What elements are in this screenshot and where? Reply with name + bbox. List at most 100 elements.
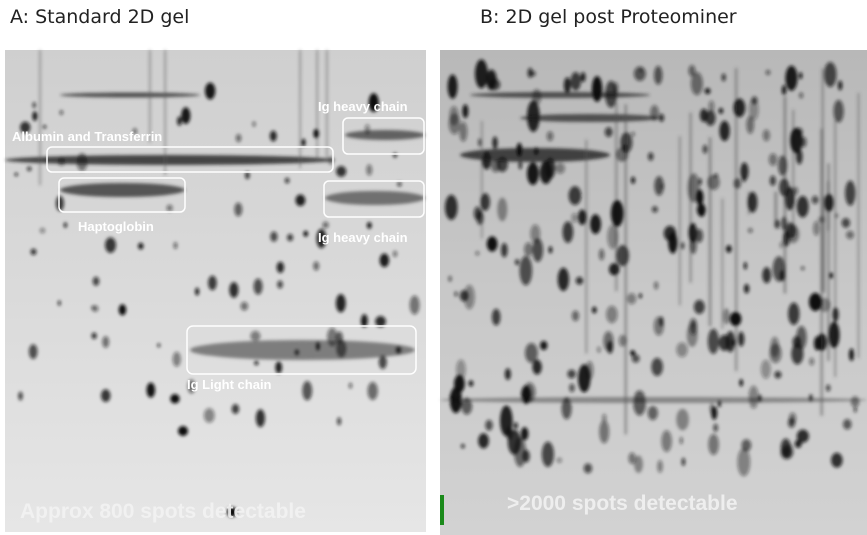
- gel-spot: [833, 99, 844, 123]
- gel-spot: [208, 275, 217, 291]
- annotation: Albumin and Transferrin: [12, 129, 162, 144]
- gel-spot: [486, 236, 498, 252]
- gel-spot: [322, 221, 329, 229]
- gel-spot: [780, 216, 788, 231]
- gel-spot: [14, 172, 19, 177]
- gel-spot: [788, 302, 800, 326]
- gel-spot: [526, 100, 540, 132]
- gel-spot: [328, 155, 334, 165]
- gel-spot: [491, 308, 501, 326]
- gel-spot: [178, 426, 188, 436]
- gel-spot: [392, 250, 398, 258]
- gel-spot: [533, 147, 539, 156]
- gel-spot: [57, 156, 66, 167]
- gel-spot: [270, 231, 278, 242]
- gel-spot: [519, 255, 533, 286]
- gel-spot: [829, 272, 834, 279]
- gel-spot: [468, 380, 474, 387]
- gel-spot: [765, 69, 771, 76]
- gel-spot: [798, 72, 803, 80]
- gel-spot: [568, 186, 582, 205]
- gel-spot: [604, 126, 613, 138]
- gel-spot: [368, 93, 379, 112]
- gel-image-b: [440, 50, 867, 535]
- gel-spot: [157, 343, 161, 348]
- gel-spot: [378, 355, 387, 369]
- gel-spot: [456, 359, 466, 380]
- gel-spot: [448, 275, 452, 282]
- gel-spot: [478, 433, 489, 449]
- gel-spot: [657, 460, 663, 473]
- gel-spot: [548, 246, 553, 254]
- gel-spot: [785, 65, 798, 91]
- gel-spot: [454, 291, 458, 297]
- gel-spot: [787, 417, 796, 428]
- gel-spot: [748, 98, 759, 121]
- gel-spot: [620, 132, 633, 153]
- gel-spot: [725, 331, 736, 353]
- gel-spot: [520, 427, 529, 441]
- gel-spot: [796, 195, 809, 218]
- gel-spot: [409, 295, 420, 315]
- gel-spot: [831, 452, 843, 468]
- gel-spot: [146, 382, 156, 398]
- gel-spot: [743, 262, 747, 270]
- annotation-box: [323, 180, 425, 218]
- gel-spot: [634, 455, 643, 473]
- gel-spot: [768, 153, 778, 166]
- gel-spot: [808, 394, 813, 402]
- gel-spot: [463, 284, 475, 310]
- gel-spot: [774, 371, 782, 379]
- gel-spot: [845, 180, 856, 206]
- gel-spot: [227, 507, 237, 517]
- gel-spot: [779, 270, 786, 282]
- gel-spot: [654, 65, 663, 85]
- gel-spot: [513, 422, 518, 430]
- gel-spot: [395, 346, 402, 355]
- gel-spot: [848, 348, 855, 362]
- gel-spot: [39, 227, 46, 234]
- gel-spot: [570, 72, 581, 91]
- gel-spot: [557, 267, 570, 292]
- gel-spot: [444, 194, 458, 220]
- gel-spot: [696, 203, 706, 216]
- gel-image-a: [5, 50, 426, 532]
- gel-spot: [721, 73, 726, 82]
- gel-spot: [713, 423, 719, 432]
- gel-spot: [481, 151, 492, 170]
- gel-spot: [629, 350, 636, 356]
- gel-spot: [695, 228, 704, 243]
- gel-spot: [348, 382, 353, 389]
- gel-spot: [454, 374, 465, 393]
- gel-spot: [708, 433, 719, 456]
- gel-spot: [313, 261, 320, 271]
- gel-spot: [563, 77, 571, 94]
- gel-spot: [702, 144, 708, 154]
- gel-spot: [610, 199, 624, 227]
- gel-spot: [59, 110, 64, 116]
- gel-spot: [835, 213, 839, 219]
- gel-spot: [366, 164, 373, 176]
- gel-spot: [302, 381, 313, 401]
- gel-spot: [284, 177, 290, 184]
- gel-spot: [603, 331, 614, 352]
- gel-spot: [842, 418, 852, 430]
- gel-spot: [818, 297, 831, 313]
- gel-spots-b: [440, 59, 867, 477]
- gel-spot: [63, 222, 67, 228]
- gel-spot: [235, 133, 242, 143]
- gel-spot: [800, 266, 805, 271]
- annotation: Ig heavy chain: [318, 99, 408, 114]
- gel-spot: [480, 193, 490, 211]
- gel-spot: [500, 405, 513, 437]
- gel-spot: [654, 176, 664, 196]
- gel-spot: [195, 287, 200, 296]
- gel-spot: [92, 305, 99, 312]
- gel-spot: [606, 305, 618, 324]
- gel-spot: [762, 267, 772, 284]
- gel-spot: [653, 281, 659, 290]
- gel-spot: [523, 382, 536, 403]
- gel-spot: [5, 155, 335, 165]
- gel-spot: [449, 386, 462, 414]
- gel-spot: [524, 242, 533, 257]
